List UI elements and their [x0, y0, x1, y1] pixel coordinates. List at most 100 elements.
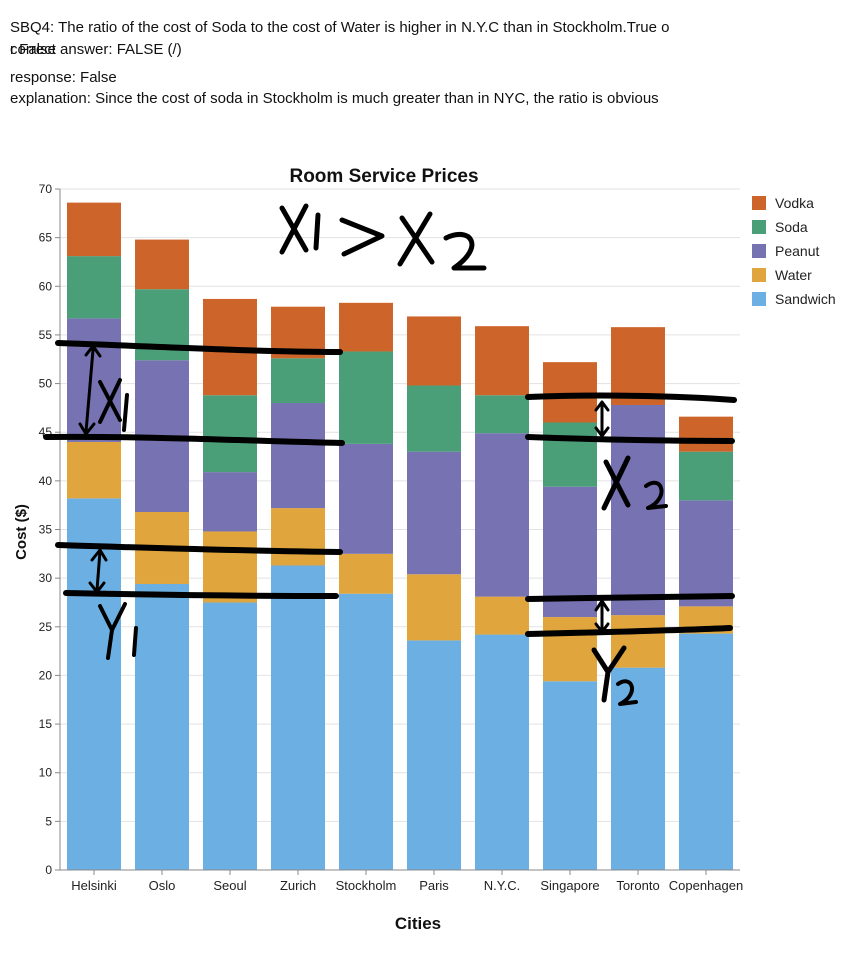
marker-text-comparison [443, 231, 487, 271]
bar-sandwich-oslo [135, 583, 189, 870]
bar-peanut-copenhagen [679, 500, 733, 607]
bar-peanut-seoul [203, 472, 257, 532]
bar-soda-stockholm [339, 351, 393, 444]
y-tick-label: 60 [39, 279, 53, 293]
bar-soda-seoul [203, 395, 257, 473]
x-tick-label: Zurich [280, 878, 316, 893]
bar-peanut-zurich [271, 403, 325, 509]
legend-label-water: Water [775, 267, 812, 283]
marker-arrow [88, 581, 106, 594]
bar-sandwich-helsinki [67, 498, 121, 870]
marker-text-y2 [591, 645, 627, 703]
marker-text-x2 [644, 480, 668, 510]
question-overflow-text: r False [10, 41, 56, 58]
bar-water-stockholm [339, 553, 393, 594]
marker-arrow [594, 622, 610, 634]
marker-text-comparison [339, 217, 385, 257]
bar-vodka-nyc [475, 326, 529, 396]
legend-label-vodka: Vodka [775, 195, 814, 211]
legend-swatch-water [752, 268, 766, 282]
bar-peanut-toronto [611, 404, 665, 616]
bar-sandwich-singapore [543, 681, 597, 870]
bars [67, 202, 733, 870]
x-tick-label: Toronto [616, 878, 659, 893]
explanation-text: explanation: Since the cost of soda in S… [10, 90, 659, 107]
bar-water-zurich [271, 508, 325, 566]
bar-soda-nyc [475, 395, 529, 434]
bar-sandwich-nyc [475, 634, 529, 870]
bar-water-singapore [543, 617, 597, 682]
marker-arrow [78, 422, 96, 436]
marker-arrow [84, 344, 102, 358]
marker-text-comparison [313, 212, 321, 251]
y-tick-label: 5 [45, 814, 52, 828]
legend-swatch-vodka [752, 196, 766, 210]
bar-vodka-toronto [611, 327, 665, 405]
bar-vodka-helsinki [67, 202, 121, 257]
y-tick-label: 35 [39, 523, 53, 537]
legend-swatch-soda [752, 220, 766, 234]
bar-peanut-stockholm [339, 443, 393, 554]
marker-line [55, 542, 343, 555]
handwritten-annotations [43, 203, 737, 706]
bar-vodka-copenhagen [679, 416, 733, 452]
y-tick-label: 55 [39, 328, 53, 342]
marker-text-x1 [98, 378, 122, 424]
bar-water-nyc [475, 596, 529, 635]
marker-arrow [95, 549, 102, 592]
bar-soda-copenhagen [679, 451, 733, 501]
y-tick-label: 30 [39, 571, 53, 585]
marker-arrow [90, 548, 108, 562]
y-tick-label: 65 [39, 231, 53, 245]
marker-arrow [594, 400, 610, 412]
x-tick-label: Paris [419, 878, 449, 893]
bar-water-helsinki [67, 441, 121, 499]
marker-line [525, 625, 733, 637]
marker-text-y1 [98, 602, 127, 660]
x-axis-label: Cities [395, 914, 441, 933]
marker-text-comparison [279, 203, 309, 255]
marker-line [525, 434, 735, 444]
legend-label-sandwich: Sandwich [775, 291, 836, 307]
x-tick-label: Singapore [540, 878, 599, 893]
marker-line [525, 593, 735, 602]
bar-sandwich-seoul [203, 602, 257, 870]
y-axis-label: Cost ($) [13, 504, 30, 560]
bar-vodka-stockholm [339, 302, 393, 352]
marker-text-x1 [122, 393, 129, 432]
bar-water-seoul [203, 531, 257, 603]
x-tick-label: Seoul [213, 878, 246, 893]
bar-sandwich-copenhagen [679, 633, 733, 870]
y-tick-label: 25 [39, 620, 53, 634]
marker-text-y1 [132, 626, 138, 657]
bar-peanut-nyc [475, 433, 529, 597]
x-tick-label: Copenhagen [669, 878, 743, 893]
marker-line [525, 392, 737, 403]
bar-sandwich-stockholm [339, 593, 393, 870]
marker-line [43, 433, 345, 446]
bar-sandwich-toronto [611, 667, 665, 870]
y-tick-label: 70 [39, 182, 53, 196]
x-tick-label: Stockholm [336, 878, 397, 893]
marker-arrow [594, 426, 610, 438]
x-tick-label: Oslo [149, 878, 176, 893]
marker-text-comparison [397, 211, 435, 267]
question-text: SBQ4: The ratio of the cost of Soda to t… [10, 19, 670, 36]
marker-line [55, 340, 343, 355]
bar-vodka-paris [407, 316, 461, 386]
bar-peanut-paris [407, 451, 461, 575]
legend-label-peanut: Peanut [775, 243, 819, 259]
bar-soda-zurich [271, 358, 325, 404]
bar-soda-paris [407, 385, 461, 452]
marker-text-y2 [616, 679, 638, 706]
marker-arrow [84, 348, 95, 434]
y-tick-label: 40 [39, 474, 53, 488]
marker-arrow [594, 599, 610, 612]
bar-vodka-singapore [543, 362, 597, 423]
legend: Vodka Soda Peanut Water Sandwich [752, 195, 836, 307]
chart-title: Room Service Prices [289, 166, 478, 187]
bar-vodka-oslo [135, 239, 189, 290]
marker-line [63, 590, 339, 599]
bar-peanut-helsinki [67, 318, 121, 442]
